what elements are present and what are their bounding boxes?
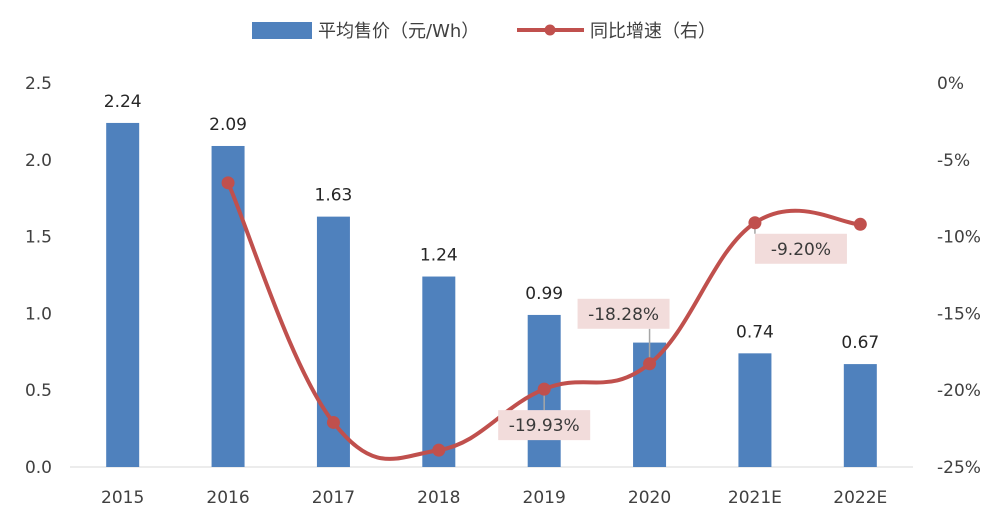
y-left-tick-label: 2.0: [25, 151, 52, 171]
y-left-tick-label: 2.5: [25, 74, 52, 94]
x-tick-label: 2017: [312, 488, 355, 508]
bar-value-label: 0.74: [736, 322, 774, 342]
x-axis-ticks: 2015 2016 2017 2018 2019 2020 2021E 2022E: [101, 488, 887, 508]
bar: [738, 353, 772, 467]
bar-value-label: 2.24: [104, 92, 142, 112]
bar: [422, 276, 456, 467]
callout-box: [754, 233, 847, 264]
callout-box: [577, 298, 670, 329]
growth-point: [643, 357, 657, 371]
bar: [316, 216, 350, 467]
x-tick-label: 2018: [417, 488, 460, 508]
bar-value-label: 1.63: [315, 186, 353, 206]
legend-line-marker: [544, 24, 556, 36]
x-tick-label: 2015: [101, 488, 144, 508]
y-right-tick-label: 0%: [937, 74, 964, 94]
growth-point: [326, 415, 340, 429]
bar-value-label: 0.99: [525, 284, 563, 304]
growth-markers: [221, 176, 867, 457]
bar-value-label: 0.67: [841, 333, 879, 353]
callout-box: [498, 410, 591, 441]
y-right-tick-label: -25%: [937, 458, 981, 478]
legend-bar-label: 平均售价（元/Wh）: [318, 21, 479, 42]
legend-bar-swatch: [252, 22, 312, 39]
y-right-tick-label: -20%: [937, 381, 981, 401]
legend-line-label: 同比增速（右）: [590, 21, 716, 42]
y-left-tick-label: 1.5: [25, 228, 52, 248]
bar: [211, 145, 245, 467]
y-left-tick-label: 0.5: [25, 381, 52, 401]
legend: 平均售价（元/Wh） 同比增速（右）: [252, 21, 716, 42]
bar-series: [106, 122, 877, 467]
right-axis: 0% -5% -10% -15% -20% -25%: [937, 74, 981, 478]
bar-value-label: 2.09: [209, 115, 247, 135]
y-left-tick-label: 1.0: [25, 304, 52, 324]
callout-label: -19.93%: [509, 416, 580, 436]
growth-point: [748, 216, 762, 230]
growth-point: [537, 382, 551, 396]
growth-point: [432, 443, 446, 457]
growth-point: [853, 217, 867, 231]
x-tick-label: 2020: [628, 488, 671, 508]
growth-point: [221, 176, 235, 190]
x-tick-label: 2022E: [833, 488, 887, 508]
y-right-tick-label: -10%: [937, 228, 981, 248]
callouts: -19.93% -18.28% -9.20%: [498, 233, 847, 441]
y-left-tick-label: 0.0: [25, 458, 52, 478]
y-right-tick-label: -5%: [937, 151, 970, 171]
bar: [843, 364, 877, 467]
x-tick-label: 2016: [206, 488, 249, 508]
left-axis: 0.0 0.5 1.0 1.5 2.0 2.5: [25, 74, 52, 478]
bar: [106, 122, 140, 467]
x-tick-label: 2019: [523, 488, 566, 508]
x-tick-label: 2021E: [728, 488, 782, 508]
y-right-tick-label: -15%: [937, 304, 981, 324]
callout-label: -9.20%: [771, 240, 831, 260]
callout-label: -18.28%: [588, 305, 659, 325]
bar-value-label: 1.24: [420, 246, 458, 266]
